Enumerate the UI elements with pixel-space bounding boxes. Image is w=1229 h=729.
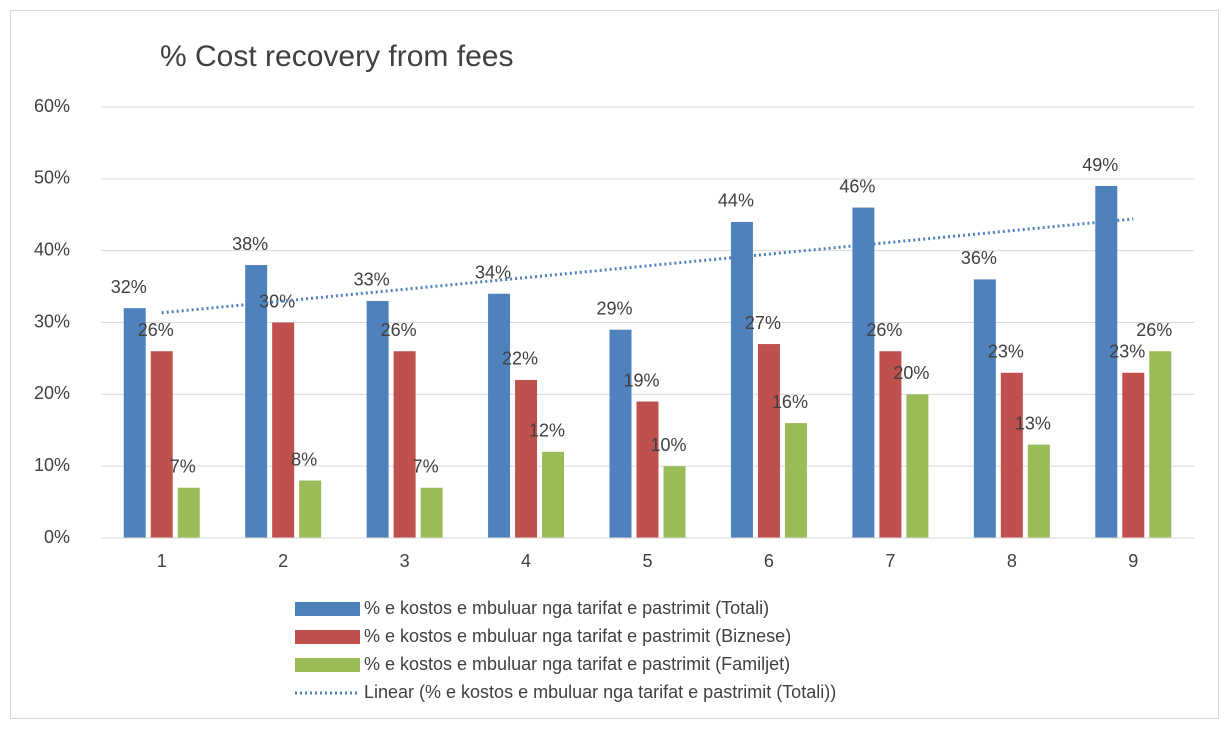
bar bbox=[852, 207, 875, 539]
data-label: 46% bbox=[839, 176, 875, 196]
bar bbox=[542, 451, 565, 538]
legend-swatch bbox=[295, 658, 360, 672]
legend-swatch bbox=[295, 630, 360, 644]
data-label: 23% bbox=[1109, 342, 1145, 362]
x-tick-label: 3 bbox=[400, 551, 410, 571]
data-label: 10% bbox=[650, 435, 686, 455]
bar bbox=[1000, 372, 1023, 538]
x-tick-label: 7 bbox=[885, 551, 895, 571]
bar bbox=[784, 423, 807, 538]
bar bbox=[420, 487, 443, 538]
data-label: 7% bbox=[413, 456, 439, 476]
bar bbox=[123, 308, 146, 538]
legend-label: % e kostos e mbuluar nga tarifat e pastr… bbox=[364, 626, 791, 646]
x-tick-label: 5 bbox=[642, 551, 652, 571]
bar bbox=[973, 279, 996, 538]
data-label: 34% bbox=[475, 263, 511, 283]
bar bbox=[757, 344, 780, 538]
bar bbox=[515, 379, 538, 538]
data-label: 16% bbox=[772, 392, 808, 412]
bar bbox=[393, 351, 416, 538]
data-label: 38% bbox=[232, 234, 268, 254]
bar bbox=[366, 300, 389, 538]
data-label: 7% bbox=[170, 456, 196, 476]
x-tick-label: 1 bbox=[157, 551, 167, 571]
bar bbox=[488, 293, 511, 538]
x-tick-label: 6 bbox=[764, 551, 774, 571]
data-label: 26% bbox=[866, 320, 902, 340]
bar bbox=[245, 265, 268, 538]
data-label: 26% bbox=[381, 320, 417, 340]
bar bbox=[879, 351, 902, 538]
bar bbox=[150, 351, 173, 538]
y-tick-label: 0% bbox=[44, 527, 70, 547]
data-label: 13% bbox=[1015, 413, 1051, 433]
data-label: 49% bbox=[1082, 155, 1118, 175]
data-label: 22% bbox=[502, 349, 538, 369]
y-tick-label: 10% bbox=[34, 455, 70, 475]
x-tick-label: 4 bbox=[521, 551, 531, 571]
bar bbox=[1122, 372, 1145, 538]
data-label: 33% bbox=[354, 270, 390, 290]
data-label: 36% bbox=[961, 248, 997, 268]
bar bbox=[272, 322, 295, 538]
data-label: 20% bbox=[893, 363, 929, 383]
data-label: 19% bbox=[623, 370, 659, 390]
legend-label: % e kostos e mbuluar nga tarifat e pastr… bbox=[364, 598, 769, 618]
bar bbox=[730, 221, 753, 538]
bar bbox=[1149, 351, 1172, 538]
bar bbox=[299, 480, 322, 538]
bar bbox=[1095, 186, 1118, 538]
y-tick-label: 50% bbox=[34, 168, 70, 188]
bar bbox=[1027, 444, 1050, 538]
bar bbox=[177, 487, 200, 538]
bar bbox=[609, 329, 632, 538]
y-tick-label: 20% bbox=[34, 383, 70, 403]
data-label: 29% bbox=[596, 298, 632, 318]
x-tick-label: 8 bbox=[1007, 551, 1017, 571]
data-label: 44% bbox=[718, 191, 754, 211]
bar bbox=[636, 401, 659, 538]
chart-title: % Cost recovery from fees bbox=[160, 40, 513, 73]
data-label: 23% bbox=[988, 342, 1024, 362]
legend-label: Linear (% e kostos e mbuluar nga tarifat… bbox=[364, 682, 836, 702]
legend-label: % e kostos e mbuluar nga tarifat e pastr… bbox=[364, 654, 790, 674]
y-tick-label: 40% bbox=[34, 239, 70, 259]
data-label: 32% bbox=[111, 277, 147, 297]
data-label: 26% bbox=[1136, 320, 1172, 340]
x-tick-label: 2 bbox=[278, 551, 288, 571]
data-label: 27% bbox=[745, 313, 781, 333]
data-label: 12% bbox=[529, 421, 565, 441]
y-tick-label: 30% bbox=[34, 311, 70, 331]
y-tick-label: 60% bbox=[34, 96, 70, 116]
data-label: 8% bbox=[291, 449, 317, 469]
legend-swatch bbox=[295, 602, 360, 616]
bar bbox=[906, 394, 929, 538]
bar bbox=[663, 466, 686, 538]
data-label: 26% bbox=[138, 320, 174, 340]
x-tick-label: 9 bbox=[1128, 551, 1138, 571]
